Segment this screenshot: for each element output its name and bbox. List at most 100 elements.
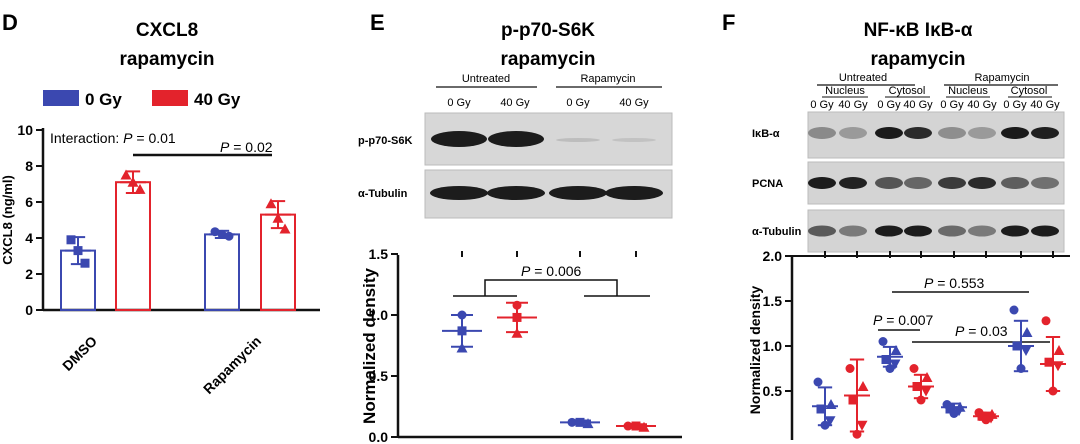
panel-f-yticks: 0.5 1.0 1.5 2.0: [763, 248, 792, 399]
f-point-0-3: [824, 416, 836, 427]
interaction-annotation: Interaction: P = 0.01: [50, 130, 176, 146]
panel-e-ylabel: Normalized density: [360, 268, 379, 424]
f-point-2-1: [890, 345, 902, 355]
d-ytick-label-5: 10: [17, 122, 33, 138]
xcat-rapamycin: Rapamycin: [200, 333, 264, 397]
f-lane-7: 40 Gy: [1030, 99, 1060, 111]
f-point-0-1: [825, 399, 837, 409]
e-point-1-1: [512, 312, 522, 322]
f-point-6-2: [1012, 341, 1022, 351]
f-pvalue-03: P = 0.03: [955, 323, 1008, 339]
panel-e-dots: [442, 300, 656, 432]
d-ytick-label-3: 6: [25, 194, 33, 210]
e-point-2-1: [575, 417, 585, 427]
e-point-2-2: [582, 418, 594, 429]
panel-f-axes: [790, 255, 1070, 440]
e-group-untreated: Untreated: [462, 73, 510, 85]
panel-e-yticks: 0.0 0.5 1.0 1.5: [369, 246, 398, 444]
f-point-2-4: [885, 364, 895, 373]
e-point-3-2: [638, 421, 650, 432]
e-ytick-label-2: 1.0: [369, 307, 389, 323]
e-band-pp70-2: [488, 131, 544, 147]
f-point-3-4: [916, 395, 926, 405]
legend-swatch-40gy: [152, 90, 188, 106]
f-band-tub-6: [1001, 225, 1029, 237]
f-point-1-4: [852, 429, 862, 439]
e-band-pp70-3: [556, 138, 600, 142]
f-band-ikba-7: [1031, 127, 1059, 139]
e-point-1-0: [512, 300, 522, 310]
f-point-3-0: [909, 364, 919, 373]
f-band-pcna-4: [938, 177, 966, 189]
d-point-0-0-1: [73, 246, 83, 256]
f-point-5-2: [977, 411, 987, 421]
d-ytick-label-1: 2: [25, 266, 33, 282]
f-band-tub-0: [808, 225, 836, 237]
d-point-0-1-1: [127, 176, 139, 187]
e-lane-2: 40 Gy: [500, 97, 530, 109]
f-band-pcna-6: [1001, 177, 1029, 189]
panel-e-title-line1: p-p70-S6K: [501, 20, 595, 41]
f-group-untreated: Untreated: [839, 72, 887, 84]
panel-d-bars: [60, 169, 296, 312]
e-ytick-label-0: 0.0: [369, 429, 389, 444]
d-point-1-1-0: [265, 198, 277, 209]
d-point-1-0-2: [224, 231, 234, 241]
f-band-pcna-1: [839, 177, 867, 189]
d-point-1-1-1: [272, 212, 284, 223]
f-band-pcna-7: [1031, 177, 1059, 189]
panel-f-ylabel: Normalized density: [747, 286, 763, 415]
d-point-1-0-1: [217, 229, 227, 239]
d-point-1-1-2: [279, 223, 291, 234]
f-point-5-4: [981, 415, 991, 425]
e-bracket-top: [484, 279, 618, 296]
d-bar-0-1: [115, 181, 151, 311]
panel-e-axes: [396, 255, 682, 439]
f-band-pcna-5: [968, 177, 996, 189]
f-band-tub-3: [904, 225, 932, 237]
panel-d-yticks: 0 2 4 6 8 10: [17, 122, 43, 318]
f-point-7-4: [1048, 386, 1058, 396]
f-band-ikba-3: [904, 127, 932, 139]
f-band-pcna-0: [808, 177, 836, 189]
f-point-7-3: [1052, 361, 1064, 372]
e-pvalue-bracket: [453, 279, 650, 297]
f-band-tub-7: [1031, 225, 1059, 237]
f-sub-cytosol-2: Cytosol: [1011, 85, 1048, 97]
e-point-1-2: [511, 327, 523, 338]
f-sub-nucleus-1: Nucleus: [825, 85, 865, 97]
f-point-2-2: [881, 355, 891, 364]
f-point-6-1: [1021, 327, 1033, 337]
panel-letter-e: E: [370, 10, 385, 35]
e-ytick-label-1: 0.5: [369, 368, 389, 384]
f-band-pcna-3: [904, 177, 932, 189]
f-band-ikba-2: [875, 127, 903, 139]
e-point-3-1: [631, 421, 641, 431]
e-lane-1: 0 Gy: [447, 97, 471, 109]
d-point-0-1-0: [120, 169, 132, 180]
e-point-3-0: [623, 421, 633, 431]
f-point-3-2: [912, 382, 922, 391]
f-point-7-0: [1041, 316, 1051, 326]
d-ytick-label-4: 8: [25, 158, 33, 174]
e-blot-label-pp70: p-p70-S6K: [358, 135, 412, 147]
f-point-6-0: [1009, 305, 1019, 315]
f-sub-cytosol-1: Cytosol: [889, 85, 926, 97]
d-ytick-label-2: 4: [25, 230, 33, 246]
f-point-6-3: [1020, 346, 1032, 356]
e-band-pp70-4: [612, 138, 656, 142]
f-lane-3: 40 Gy: [903, 99, 933, 111]
f-point-1-3: [856, 420, 868, 431]
e-pvalue: P = 0.006: [521, 263, 582, 279]
panel-f-title-line1: NF-κB IκB-α: [864, 20, 973, 41]
f-point-0-2: [816, 404, 826, 414]
f-pvalue-553: P = 0.553: [924, 275, 985, 291]
f-band-ikba-6: [1001, 127, 1029, 139]
f-lane-labels: 0 Gy 40 Gy 0 Gy 40 Gy 0 Gy 40 Gy 0 Gy 40 Gy: [810, 99, 1060, 111]
d-ytick-label-0: 0: [25, 302, 33, 318]
e-ytick-label-3: 1.5: [369, 246, 389, 262]
e-band-tub-4: [605, 186, 663, 200]
f-band-tub-1: [839, 225, 867, 237]
e-band-tub-1: [430, 186, 488, 200]
